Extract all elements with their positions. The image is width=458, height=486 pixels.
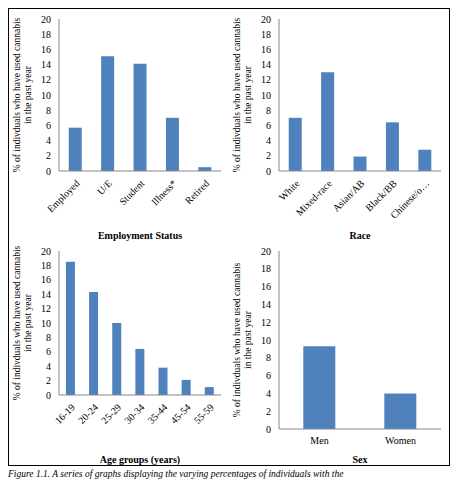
svg-text:25-29: 25-29	[99, 402, 123, 426]
svg-text:% of indivduals who have used: % of indivduals who have used cannabis	[12, 17, 22, 172]
svg-text:in the past year: in the past year	[23, 293, 33, 352]
svg-text:35-44: 35-44	[145, 402, 169, 426]
svg-text:6: 6	[266, 120, 271, 131]
svg-text:White: White	[277, 177, 302, 202]
svg-text:Employed: Employed	[45, 178, 82, 215]
svg-text:Employment Status: Employment Status	[98, 230, 182, 241]
svg-text:10: 10	[41, 318, 51, 329]
svg-text:% of indivduals who have used: % of indivduals who have used cannabis	[232, 262, 242, 417]
svg-text:55-59: 55-59	[192, 402, 216, 426]
svg-text:16: 16	[261, 44, 271, 55]
svg-text:14: 14	[261, 59, 271, 70]
svg-text:Sex: Sex	[353, 454, 368, 465]
svg-text:2: 2	[46, 150, 51, 161]
svg-text:8: 8	[46, 332, 51, 343]
svg-text:14: 14	[261, 299, 271, 310]
svg-text:14: 14	[41, 289, 51, 300]
svg-text:0: 0	[46, 166, 51, 177]
svg-text:0: 0	[266, 166, 271, 177]
svg-text:10: 10	[261, 335, 271, 346]
svg-text:4: 4	[266, 388, 271, 399]
svg-text:Student: Student	[117, 178, 147, 208]
svg-text:8: 8	[266, 105, 271, 116]
svg-text:10: 10	[261, 90, 271, 101]
svg-text:Women: Women	[385, 435, 416, 446]
svg-text:% of indivduals who have used: % of indivduals who have used cannabis	[232, 17, 242, 172]
svg-text:8: 8	[46, 105, 51, 116]
svg-text:16: 16	[261, 281, 271, 292]
svg-text:in the past year: in the past year	[23, 65, 33, 124]
svg-text:4: 4	[266, 135, 271, 146]
svg-text:Black/BB: Black/BB	[363, 177, 399, 214]
svg-text:6: 6	[46, 346, 51, 357]
svg-text:16: 16	[41, 274, 51, 285]
svg-text:20: 20	[261, 246, 271, 257]
html-text:Figure 1.1. A series of graphs: Figure 1.1. A series of graphs displayin…	[8, 469, 344, 479]
svg-text:18: 18	[41, 29, 51, 40]
svg-text:12: 12	[41, 303, 51, 314]
svg-text:20: 20	[41, 246, 51, 257]
svg-text:30-34: 30-34	[122, 402, 146, 426]
svg-text:12: 12	[261, 317, 271, 328]
svg-text:45-54: 45-54	[168, 402, 192, 426]
svg-text:18: 18	[261, 29, 271, 40]
svg-text:14: 14	[41, 59, 51, 70]
svg-text:12: 12	[41, 74, 51, 85]
svg-text:Age groups (years): Age groups (years)	[100, 454, 180, 465]
svg-text:12: 12	[261, 74, 271, 85]
svg-text:2: 2	[266, 150, 271, 161]
svg-text:16-19: 16-19	[53, 402, 77, 426]
svg-text:Men: Men	[310, 435, 328, 446]
svg-text:0: 0	[46, 390, 51, 401]
svg-text:% of indivduals who have used: % of indivduals who have used cannabis	[12, 245, 22, 400]
svg-text:20-24: 20-24	[76, 402, 100, 426]
svg-text:in the past year: in the past year	[243, 65, 253, 124]
svg-text:18: 18	[41, 260, 51, 271]
svg-text:20: 20	[41, 14, 51, 25]
svg-text:U/E: U/E	[95, 178, 114, 197]
svg-text:4: 4	[46, 135, 51, 146]
svg-text:0: 0	[266, 424, 271, 435]
svg-text:2: 2	[46, 375, 51, 386]
svg-text:16: 16	[41, 44, 51, 55]
svg-text:8: 8	[266, 352, 271, 363]
svg-text:10: 10	[41, 90, 51, 101]
svg-text:4: 4	[46, 361, 51, 372]
svg-text:20: 20	[261, 14, 271, 25]
svg-text:Mixed-race: Mixed-race	[294, 177, 335, 218]
svg-text:Chinese/o…: Chinese/o…	[388, 178, 431, 221]
svg-text:2: 2	[266, 406, 271, 417]
svg-text:Asian/AB: Asian/AB	[330, 177, 366, 213]
svg-text:Race: Race	[349, 230, 371, 241]
svg-text:Retired: Retired	[183, 178, 212, 207]
svg-text:Illness*: Illness*	[149, 178, 179, 208]
svg-text:in the past year: in the past year	[243, 310, 253, 369]
svg-text:6: 6	[266, 370, 271, 381]
svg-text:6: 6	[46, 120, 51, 131]
svg-text:18: 18	[261, 263, 271, 274]
